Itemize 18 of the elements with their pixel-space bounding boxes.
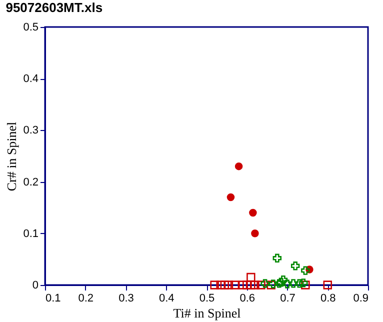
x-tick-label: 0.6 [240, 292, 256, 304]
x-tick-label: 0.4 [158, 292, 174, 304]
y-tick-label: 0.4 [23, 73, 38, 86]
x-tick-label: 0.9 [353, 292, 368, 304]
y-tick-label: 0.2 [23, 176, 38, 188]
x-tick-label: 0.5 [199, 292, 215, 304]
y-tick-label: 0 [32, 280, 38, 292]
y-tick-label: 0.3 [23, 124, 38, 137]
x-tick-label: 0.1 [46, 292, 61, 304]
x-tick-label: 0.2 [78, 292, 94, 304]
x-tick-label: 0.8 [320, 292, 336, 304]
x-tick-label: 0.7 [280, 292, 296, 304]
y-tick-label: 0.1 [23, 228, 38, 240]
x-axis-title: Ti# in Spinel [173, 306, 242, 320]
y-tick-label: 0.5 [23, 22, 38, 34]
y-axis-title: Cr# in Spinel [4, 121, 20, 192]
x-tick-label: 0.3 [118, 292, 134, 304]
chart-title: 95072603MT.xls [6, 0, 103, 15]
